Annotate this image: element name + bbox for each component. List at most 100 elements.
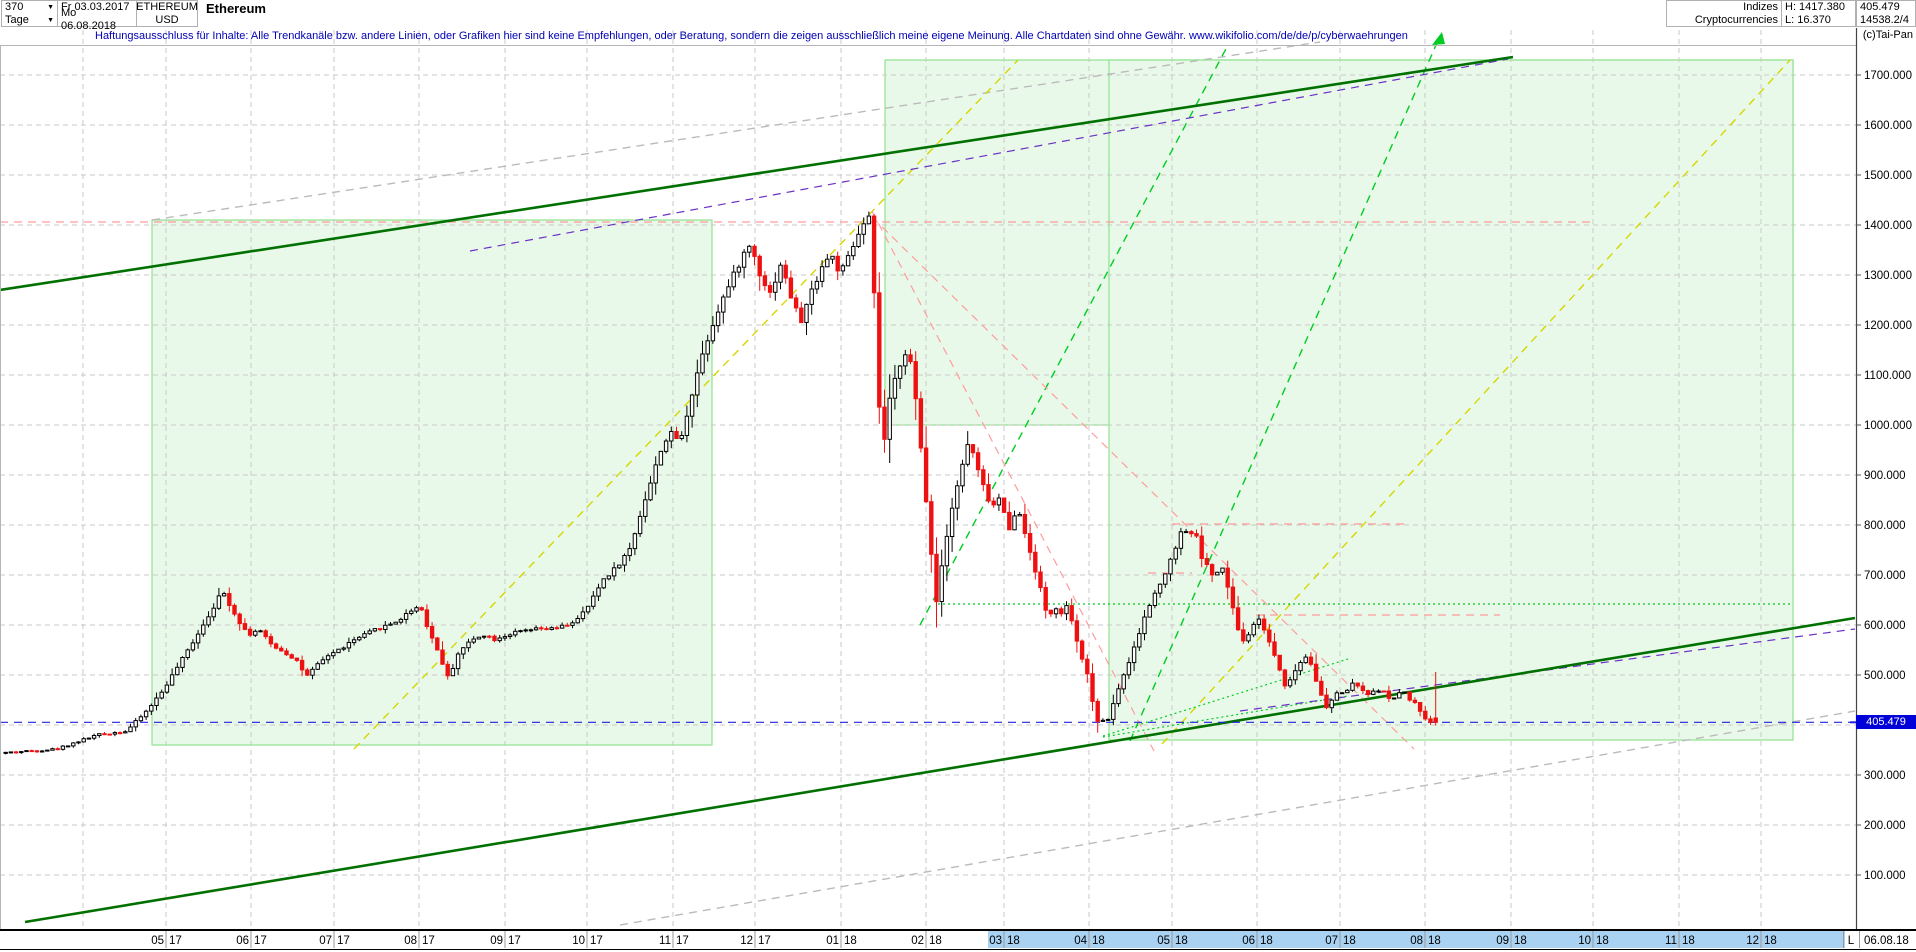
svg-text:11: 11 — [659, 935, 671, 947]
svg-text:17: 17 — [508, 935, 521, 947]
svg-text:07: 07 — [319, 935, 332, 947]
svg-text:06: 06 — [1242, 935, 1255, 947]
quote-line2: 14538.2/4 — [1860, 13, 1909, 26]
green-fan-steep-right — [1129, 35, 1441, 742]
svg-text:07: 07 — [1325, 935, 1338, 947]
svg-text:200.000: 200.000 — [1864, 820, 1906, 832]
x-axis-range-highlight[interactable] — [988, 931, 1845, 948]
svg-text:17: 17 — [758, 935, 771, 947]
high-low-cell: H: 1417.380 L: 16.370 — [1782, 0, 1856, 27]
svg-text:18: 18 — [929, 935, 942, 947]
svg-text:10: 10 — [572, 935, 585, 947]
last-price-tag: 405.479 — [1856, 715, 1916, 729]
copyright-label: (c)Tai-Pan — [1862, 29, 1913, 41]
svg-text:18: 18 — [1175, 935, 1188, 947]
svg-text:12: 12 — [740, 935, 753, 947]
x-axis: 05 17 06 17 07 17 08 17 09 17 10 17 11 17 12 17 01 18 02 18… — [0, 929, 1916, 950]
svg-text:300.000: 300.000 — [1864, 770, 1906, 782]
svg-text:1000.000: 1000.000 — [1864, 420, 1912, 432]
svg-text:18: 18 — [1596, 935, 1609, 947]
date-from[interactable]: Fr 03.03.2017 — [61, 0, 130, 13]
svg-text:17: 17 — [676, 935, 689, 947]
symbol-cell[interactable]: ETHEREUM USD — [136, 0, 198, 27]
trend-annotations — [0, 32, 1856, 926]
svg-text:06.08.18: 06.08.18 — [1864, 935, 1909, 947]
grid — [0, 30, 1856, 929]
svg-text:800.000: 800.000 — [1864, 520, 1906, 532]
yellow-fan-right — [1161, 59, 1791, 745]
svg-text:1500.000: 1500.000 — [1864, 170, 1912, 182]
red-downtrend-2 — [871, 210, 1155, 752]
svg-text:1400.000: 1400.000 — [1864, 220, 1912, 232]
svg-text:04: 04 — [1074, 935, 1087, 947]
svg-text:08: 08 — [1410, 935, 1423, 947]
lower-channel-line — [24, 616, 1856, 924]
svg-text:18: 18 — [1682, 935, 1695, 947]
quote-line1: 405.479 — [1860, 0, 1900, 13]
svg-text:09: 09 — [1496, 935, 1509, 947]
green-fan-steep-left — [919, 44, 1229, 626]
period-low: L: 16.370 — [1785, 13, 1831, 26]
svg-text:11: 11 — [1665, 935, 1677, 947]
date-range[interactable]: Fr 03.03.2017 Mo 06.08.2018 — [57, 0, 137, 32]
red-downtrend-1 — [871, 216, 1415, 750]
chart-header: 370 ▼ Tage ▼ Fr 03.03.2017 Mo 06.08.2018 E… — [0, 0, 1916, 32]
svg-text:600.000: 600.000 — [1864, 620, 1906, 632]
svg-text:500.000: 500.000 — [1864, 670, 1906, 682]
svg-text:100.000: 100.000 — [1864, 870, 1906, 882]
candlestick-series — [3, 211, 1438, 755]
instrument-title: Ethereum — [206, 1, 266, 16]
svg-text:1100.000: 1100.000 — [1864, 370, 1911, 382]
chevron-down-icon[interactable]: ▼ — [47, 3, 54, 11]
svg-text:18: 18 — [1764, 935, 1777, 947]
svg-text:12: 12 — [1746, 935, 1759, 947]
yellow-fan-left — [353, 59, 1019, 750]
disclaimer-text: Haftungsausschluss für Inhalte: Alle Tre… — [95, 30, 1408, 42]
svg-text:17: 17 — [169, 935, 182, 947]
svg-text:700.000: 700.000 — [1864, 570, 1906, 582]
period-unit[interactable]: Tage — [5, 13, 29, 26]
svg-text:1700.000: 1700.000 — [1864, 70, 1912, 82]
svg-text:18: 18 — [1514, 935, 1527, 947]
svg-text:18: 18 — [1343, 935, 1356, 947]
svg-text:01: 01 — [826, 935, 839, 947]
svg-text:03: 03 — [989, 935, 1002, 947]
svg-text:1600.000: 1600.000 — [1864, 120, 1912, 132]
svg-text:18: 18 — [844, 935, 857, 947]
svg-text:09: 09 — [490, 935, 503, 947]
symbol: ETHEREUM — [136, 0, 198, 13]
period-high: H: 1417.380 — [1785, 0, 1845, 13]
svg-text:1300.000: 1300.000 — [1864, 270, 1912, 282]
svg-text:L: L — [1848, 935, 1855, 947]
svg-text:06: 06 — [236, 935, 249, 947]
svg-text:17: 17 — [590, 935, 603, 947]
svg-text:18: 18 — [1092, 935, 1105, 947]
svg-text:1200.000: 1200.000 — [1864, 320, 1912, 332]
market-group[interactable]: Indizes Cryptocurrencies — [1666, 0, 1782, 27]
svg-text:900.000: 900.000 — [1864, 470, 1906, 482]
green-fan-small-2 — [1102, 695, 1349, 738]
svg-text:05: 05 — [151, 935, 164, 947]
trend-arrow-icon — [1432, 32, 1445, 45]
svg-text:18: 18 — [1428, 935, 1441, 947]
period-value[interactable]: 370 — [5, 0, 24, 13]
period-selector[interactable]: 370 ▼ Tage ▼ — [1, 0, 58, 27]
svg-text:17: 17 — [337, 935, 350, 947]
upper-purple-dashed — [469, 58, 1509, 252]
upper-channel-line — [0, 55, 1514, 292]
currency: USD — [155, 13, 179, 26]
svg-text:08: 08 — [404, 935, 417, 947]
svg-text:17: 17 — [422, 935, 435, 947]
trend-box-2018-lower — [1108, 59, 1794, 741]
y-axis: 1700.000 1600.000 1500.000 1400.000 1300.000… — [1850, 70, 1912, 882]
svg-text:10: 10 — [1578, 935, 1591, 947]
svg-text:18: 18 — [1260, 935, 1273, 947]
svg-text:02: 02 — [911, 935, 924, 947]
grey-diag-upper — [151, 41, 1321, 221]
date-to[interactable]: Mo 06.08.2018 — [61, 7, 117, 32]
chevron-down-icon[interactable]: ▼ — [47, 16, 54, 24]
group-line2: Cryptocurrencies — [1694, 13, 1778, 26]
group-line1: Indizes — [1743, 0, 1778, 13]
